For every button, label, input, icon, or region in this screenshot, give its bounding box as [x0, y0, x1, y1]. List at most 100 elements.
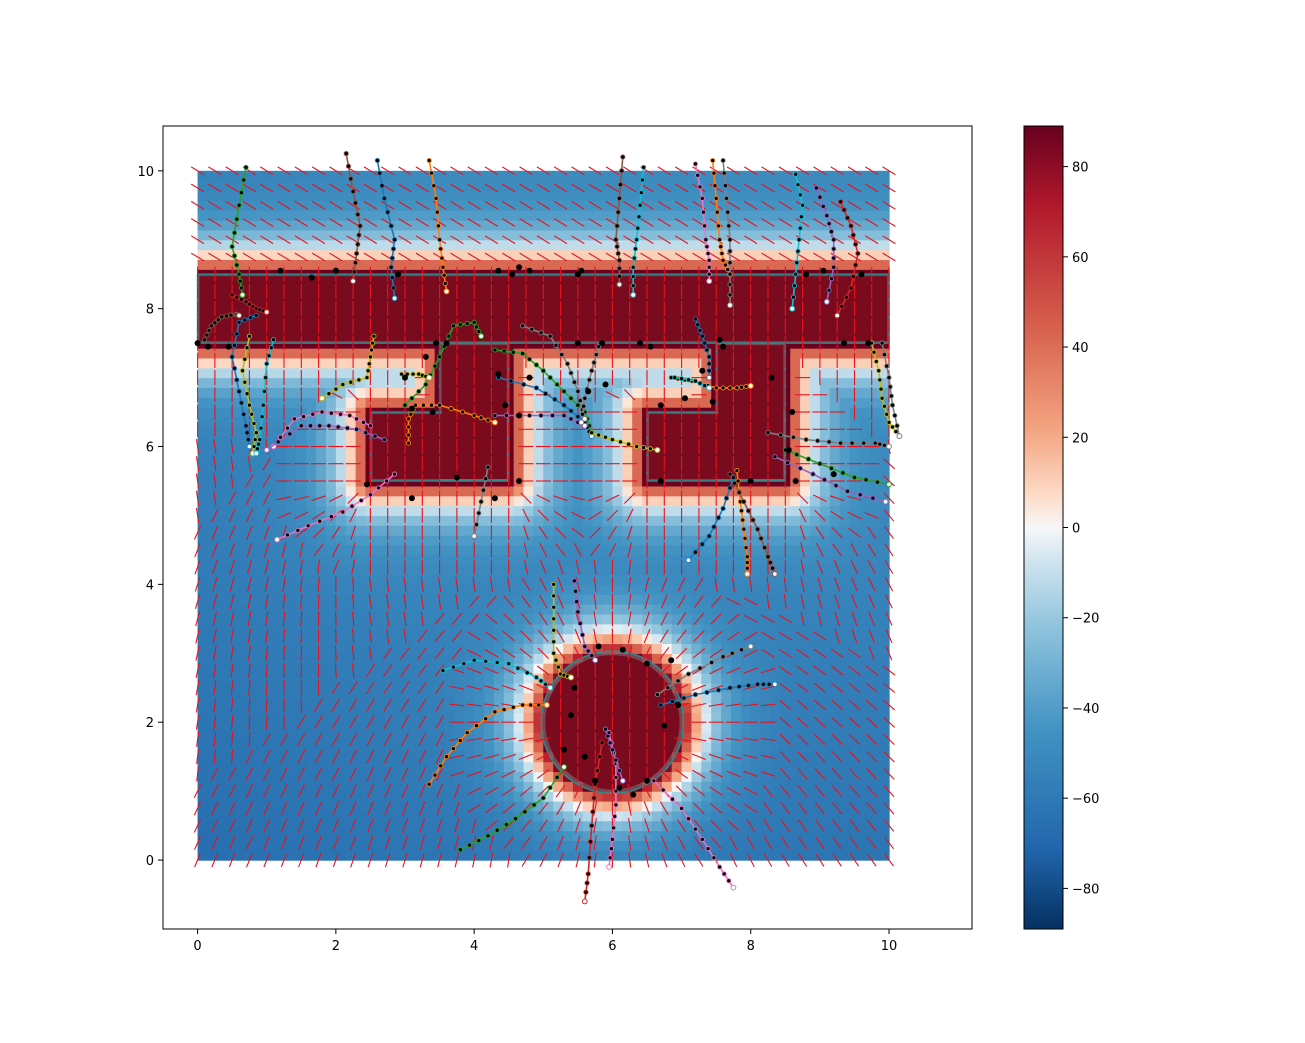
heatmap-cell — [375, 820, 386, 832]
heatmap-cell — [454, 623, 465, 635]
heatmap-cell — [256, 791, 268, 802]
heatmap-cell — [819, 426, 831, 438]
heatmap-cell — [622, 200, 633, 211]
heatmap-cell — [701, 505, 712, 517]
heatmap-cell — [405, 170, 416, 182]
heatmap-cell — [325, 180, 337, 192]
heatmap-cell — [385, 200, 396, 211]
heatmap-cell — [286, 830, 297, 841]
heatmap-cell — [355, 387, 367, 398]
heatmap-cell — [740, 781, 752, 792]
heatmap-cell — [256, 722, 268, 733]
heatmap-cell — [217, 348, 228, 359]
heatmap-cell — [345, 259, 357, 270]
heatmap-cell — [563, 367, 574, 379]
heatmap-cell — [266, 820, 278, 832]
heatmap-cell — [760, 840, 772, 851]
heatmap-cell — [217, 180, 228, 192]
heatmap-cell — [444, 682, 455, 694]
heatmap-cell — [800, 485, 811, 497]
heatmap-cell — [879, 761, 890, 773]
heatmap-cell — [355, 663, 367, 674]
heatmap-cell — [286, 525, 297, 536]
heatmap-cell — [207, 840, 218, 851]
heatmap-cell — [405, 377, 416, 389]
heatmap-cell — [286, 544, 297, 556]
heatmap-cell — [701, 663, 712, 674]
heatmap-cell — [721, 584, 732, 595]
heatmap-cell — [642, 210, 653, 221]
heatmap-cell — [711, 781, 722, 792]
heatmap-cell — [484, 259, 495, 270]
heatmap-cell — [800, 200, 811, 211]
heatmap-cell — [335, 643, 347, 654]
heatmap-cell — [730, 613, 742, 625]
heatmap-cell — [632, 830, 643, 841]
heatmap-cell — [790, 682, 801, 694]
heatmap-cell — [533, 604, 544, 615]
heatmap-cell — [424, 210, 436, 221]
heatmap-cell — [839, 830, 851, 841]
heatmap-cell — [849, 436, 860, 448]
heatmap-cell — [286, 722, 297, 733]
heatmap-cell — [533, 456, 544, 467]
heatmap-cell — [770, 653, 781, 664]
heatmap-cell — [612, 446, 623, 457]
heatmap-cell — [345, 663, 357, 674]
heatmap-cell — [671, 495, 683, 507]
heatmap-cell — [246, 495, 258, 507]
heatmap-cell — [385, 259, 396, 270]
heatmap-cell — [266, 515, 278, 526]
heatmap-cell — [316, 505, 327, 517]
heatmap-cell — [553, 830, 564, 841]
heatmap-cell — [335, 850, 347, 861]
heatmap-cell — [513, 781, 525, 792]
heatmap-cell — [859, 594, 870, 605]
heatmap-cell — [414, 220, 426, 231]
heatmap-cell — [582, 623, 594, 635]
heatmap-cell — [237, 377, 248, 389]
heatmap-cell — [296, 249, 307, 261]
heatmap-cell — [325, 210, 337, 221]
heatmap-cell — [513, 229, 525, 241]
heatmap-cell — [474, 525, 485, 536]
heatmap-cell — [721, 653, 732, 664]
heatmap-cell — [553, 515, 564, 526]
heatmap-cell — [484, 702, 495, 713]
heatmap-cell — [276, 377, 288, 389]
heatmap-cell — [790, 249, 801, 261]
heatmap-cell — [306, 515, 317, 526]
heatmap-cell — [503, 249, 515, 261]
heatmap-cell — [246, 761, 258, 773]
heatmap-cell — [286, 190, 297, 201]
heatmap-cell — [543, 446, 554, 457]
heatmap-cell — [256, 180, 268, 192]
heatmap-cell — [493, 800, 505, 812]
heatmap-cell — [602, 200, 614, 211]
heatmap-cell — [810, 830, 821, 841]
heatmap-cell — [780, 761, 791, 773]
quiver-arrow — [196, 766, 199, 782]
heatmap-cell — [266, 426, 278, 438]
heatmap-cell — [276, 810, 288, 822]
heatmap-cell — [444, 732, 455, 743]
heatmap-cell — [414, 210, 426, 221]
heatmap-cell — [622, 554, 633, 566]
heatmap-cell — [800, 377, 811, 389]
quiver-arrow — [194, 542, 201, 558]
heatmap-cell — [622, 416, 633, 428]
heatmap-cell — [869, 732, 880, 743]
heatmap-cell — [810, 850, 821, 861]
heatmap-cell — [217, 249, 228, 261]
heatmap-cell — [800, 446, 811, 457]
heatmap-cell — [849, 594, 860, 605]
heatmap-cell — [286, 515, 297, 526]
heatmap-cell — [375, 525, 386, 536]
heatmap-cell — [335, 535, 347, 546]
heatmap-cell — [395, 840, 406, 851]
heatmap-cell — [246, 426, 258, 438]
heatmap-cell — [335, 190, 347, 201]
heatmap-cell — [207, 712, 218, 723]
heatmap-cell — [651, 239, 663, 251]
heatmap-cell — [513, 712, 525, 723]
